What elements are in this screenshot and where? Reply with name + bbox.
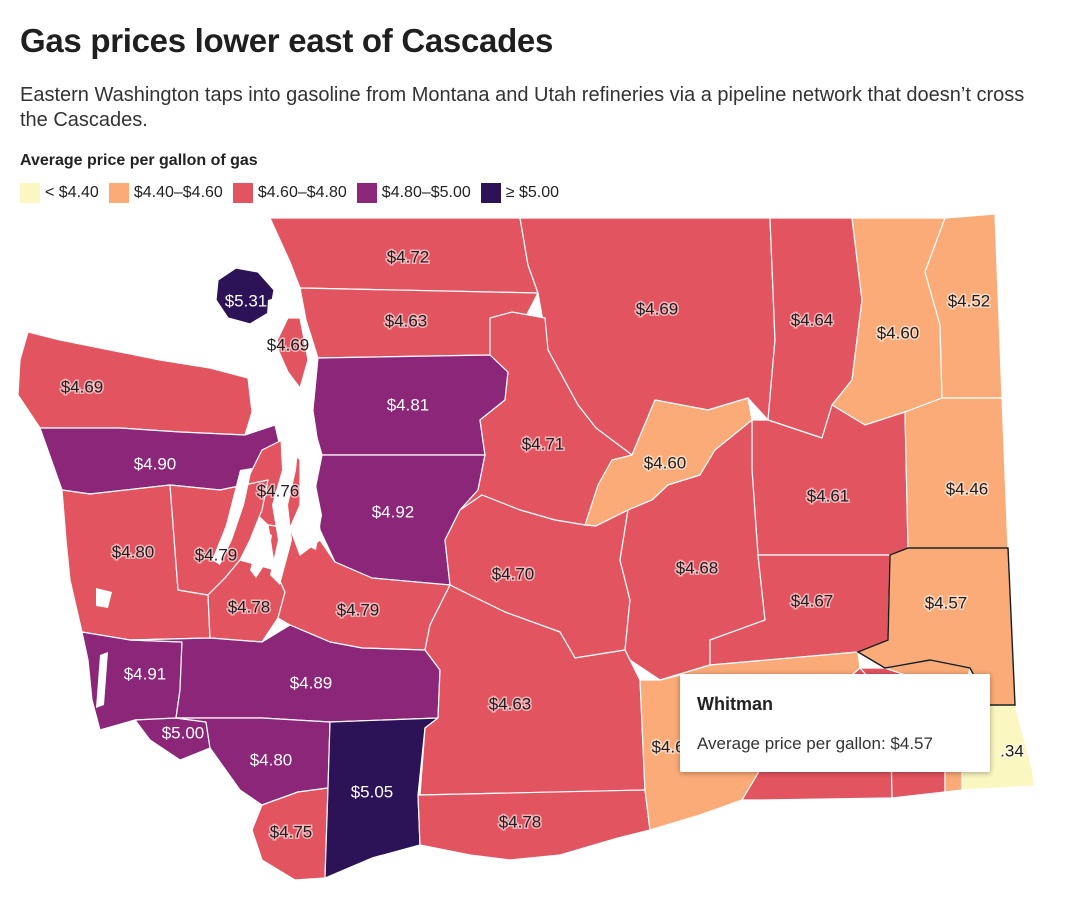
label-clark: $4.75 <box>270 822 313 841</box>
label-king: $4.92 <box>372 502 415 521</box>
whitman-highlight-outline <box>856 547 1016 706</box>
label-stevens: $4.60 <box>877 323 920 342</box>
chart-title: Gas prices lower east of Cascades <box>20 22 554 59</box>
label-lincoln: $4.61 <box>807 486 850 505</box>
label-wahkiakum: $5.00 <box>162 723 205 742</box>
label-douglas: $4.60 <box>644 453 687 472</box>
label-san-juan: $5.31 <box>225 291 268 310</box>
label-klickitat: $4.78 <box>499 812 542 831</box>
legend-item-440-460: $4.40–$4.60 <box>108 183 223 203</box>
label-yakima: $4.63 <box>489 694 532 713</box>
label-okanogan: $4.69 <box>636 299 679 318</box>
legend-swatch <box>20 183 40 203</box>
label-mason: $4.79 <box>195 545 238 564</box>
county-clallam[interactable] <box>17 331 253 436</box>
tooltip-price-line: Average price per gallon: $4.57 <box>697 734 933 753</box>
label-adams: $4.67 <box>791 591 834 610</box>
legend-swatch <box>356 183 377 203</box>
county-yakima[interactable] <box>419 584 646 796</box>
label-pierce: $4.79 <box>337 600 380 619</box>
label-kittitas: $4.70 <box>492 564 535 583</box>
label-grays-harbor: $4.80 <box>112 542 155 561</box>
legend: < $4.40 $4.40–$4.60 $4.60–$4.80 $4.80–$5… <box>20 183 569 203</box>
label-ferry: $4.64 <box>791 310 834 329</box>
legend-swatch <box>232 183 253 203</box>
label-spokane: $4.46 <box>946 479 989 498</box>
legend-item-500-plus: ≥ $5.00 <box>480 183 560 203</box>
label-whitman: $4.57 <box>925 593 968 612</box>
county-clark[interactable] <box>251 787 329 881</box>
label-snohomish: $4.81 <box>387 395 430 414</box>
label-island: $4.69 <box>267 335 310 354</box>
label-skagit: $4.63 <box>385 311 428 330</box>
legend-item-480-500: $4.80–$5.00 <box>356 183 471 203</box>
label-thurston: $4.78 <box>228 597 271 616</box>
county-lincoln[interactable] <box>751 404 909 556</box>
chart-subtitle: Eastern Washington taps into gasoline fr… <box>20 84 1025 131</box>
label-lewis: $4.89 <box>290 673 333 692</box>
legend-title: Average price per gallon of gas <box>20 152 258 169</box>
label-pend-oreille: $4.52 <box>948 291 991 310</box>
label-asotin: .34 <box>1000 741 1024 760</box>
label-franklin: $4.6 <box>651 737 684 756</box>
legend-swatch <box>480 183 501 203</box>
label-kitsap: $4.76 <box>257 481 300 500</box>
label-cowlitz: $4.80 <box>250 750 293 769</box>
legend-swatch <box>108 183 129 203</box>
county-tooltip: Whitman Average price per gallon: $4.57 <box>680 674 990 772</box>
label-pacific: $4.91 <box>124 664 167 683</box>
label-chelan: $4.71 <box>522 434 565 453</box>
legend-item-below-440: < $4.40 <box>20 183 99 203</box>
label-whatcom: $4.72 <box>387 247 430 266</box>
legend-item-460-480: $4.60–$4.80 <box>232 183 347 203</box>
legend-label: $4.40–$4.60 <box>133 184 223 201</box>
legend-label: ≥ $5.00 <box>505 184 560 201</box>
county-labels: $4.72 $5.31 $4.63 $4.69 $4.69 $4.64 $4.6… <box>59 246 1025 843</box>
county-spokane[interactable] <box>904 397 1009 549</box>
label-grant: $4.68 <box>676 558 719 577</box>
label-skamania: $5.05 <box>351 782 394 801</box>
tooltip-county-name: Whitman <box>697 694 773 714</box>
label-jefferson: $4.90 <box>134 454 177 473</box>
label-clallam: $4.69 <box>61 377 104 396</box>
puget-sound-water <box>96 296 322 708</box>
county-shapes <box>17 213 1036 881</box>
legend-label: $4.80–$5.00 <box>381 184 471 201</box>
legend-label: $4.60–$4.80 <box>257 184 347 201</box>
legend-label: < $4.40 <box>45 184 99 201</box>
